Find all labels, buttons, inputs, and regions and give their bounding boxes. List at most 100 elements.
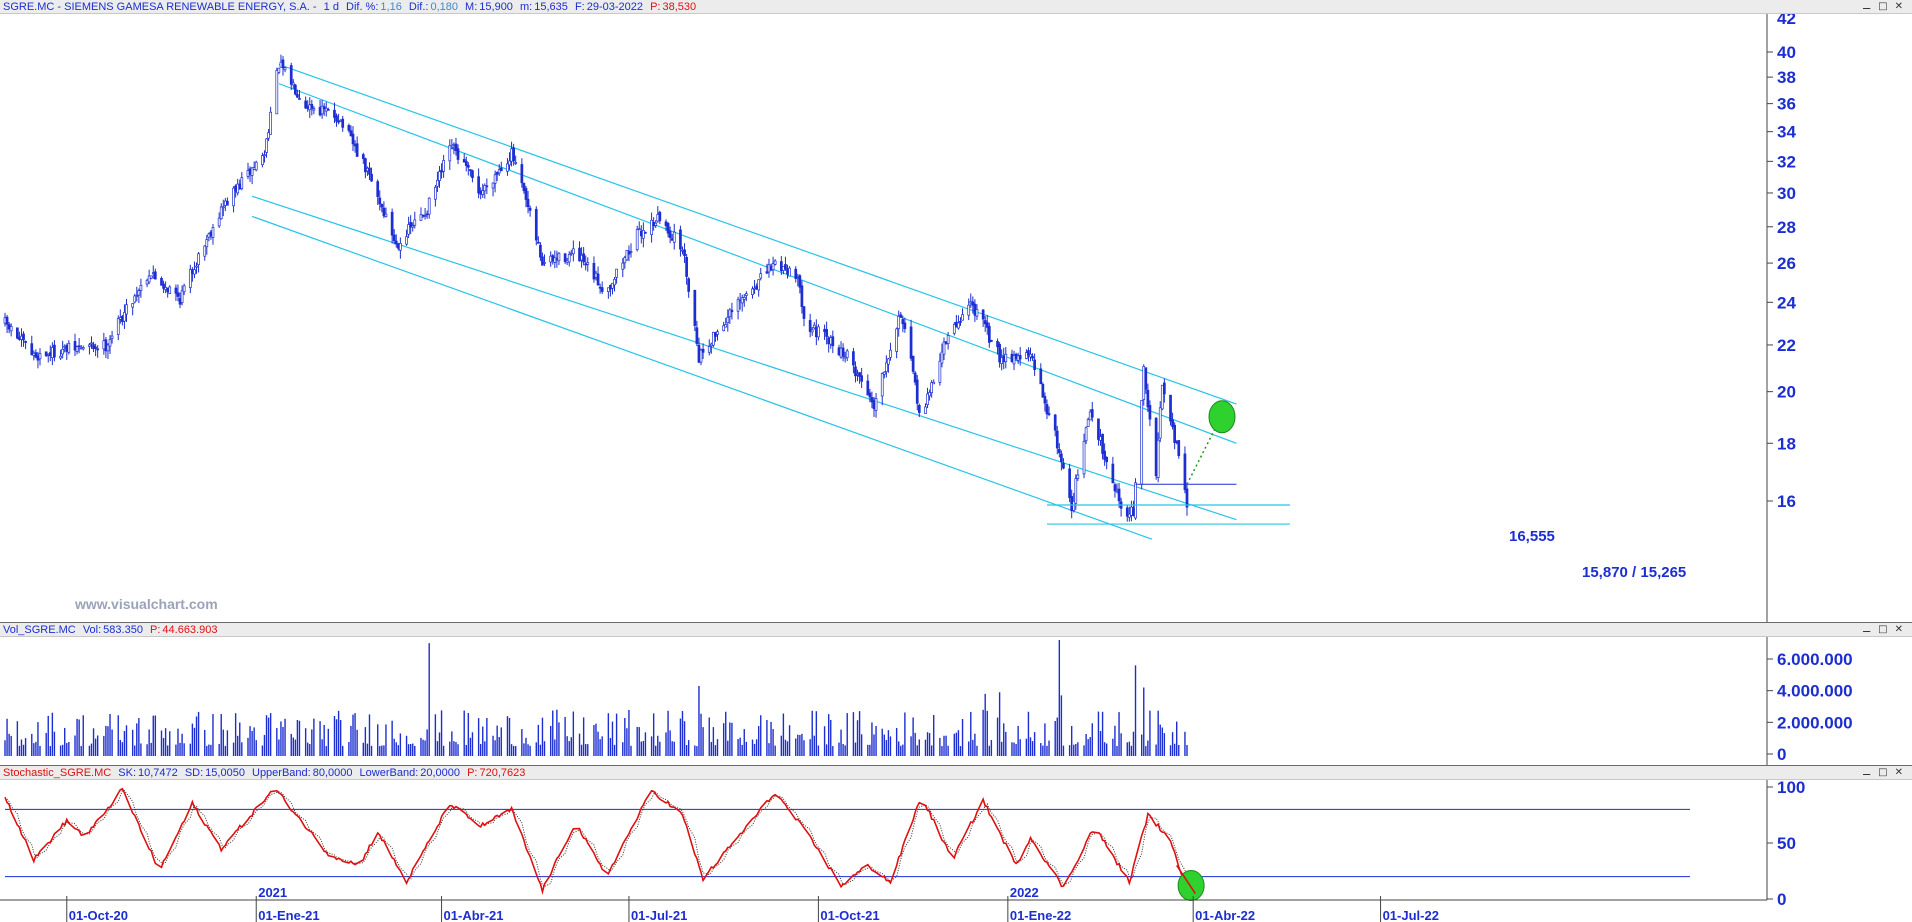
x-tick-label: 01-Ene-22 [1010, 908, 1071, 922]
candle-body [413, 219, 417, 226]
restore-icon[interactable]: □ [1878, 624, 1891, 635]
candle-body [615, 268, 618, 278]
candle-body [1169, 394, 1172, 422]
candle-body [685, 257, 688, 277]
x-tick-label: 01-Jul-21 [631, 908, 687, 922]
candle-body [205, 239, 209, 248]
minimize-icon[interactable]: ⚊ [1862, 767, 1875, 778]
candle-body [952, 324, 956, 334]
price-tick-label: 40 [1777, 43, 1796, 62]
candle-body [320, 105, 324, 115]
candle-body [1074, 478, 1078, 504]
candle-body [773, 260, 777, 265]
candle-body [1031, 356, 1034, 359]
candle-body [654, 222, 658, 226]
close-icon[interactable]: ✕ [1894, 767, 1906, 778]
volume-chart[interactable]: 0 2.000.000 4.000.000 6.000.000 [0, 637, 1912, 765]
volume-panel-header: Vol_SGRE.MC Vol: 583.350 P: 44.663.903 ⚊ □ ✕ [0, 623, 1912, 637]
candle-body [44, 351, 48, 357]
candle-body [491, 182, 495, 189]
candle-body [396, 243, 400, 249]
candle-body [652, 222, 656, 227]
candle-body [798, 275, 802, 288]
candle-body [131, 303, 135, 308]
volume-bars [4, 640, 1188, 756]
candle-body [563, 253, 567, 262]
candle-body [940, 351, 944, 364]
close-icon[interactable]: ✕ [1894, 1, 1906, 12]
resistance-label: 16,555 [1509, 528, 1555, 545]
candle-body [405, 236, 408, 245]
candle-body [65, 345, 69, 352]
restore-icon[interactable]: □ [1878, 1, 1891, 12]
candle-body [726, 316, 730, 324]
candle-body [188, 269, 192, 288]
candle-body [366, 167, 369, 172]
candle-body [1156, 439, 1160, 478]
projection-arrow [1186, 426, 1217, 485]
candle-body [102, 340, 106, 350]
stoch-tick-label: 50 [1777, 834, 1796, 853]
volume-tick-label: 2.000.000 [1777, 713, 1853, 732]
candle-body [926, 393, 929, 406]
dif-label: Dif.: [408, 1, 429, 13]
candle-body [724, 324, 728, 328]
candle-body [277, 67, 281, 73]
candle-body [370, 173, 373, 182]
candle-body [644, 231, 647, 234]
price-tick-label: 18 [1777, 434, 1796, 453]
candle-body [149, 275, 153, 279]
candle-body [679, 229, 682, 250]
candle-body [1018, 355, 1022, 360]
candle-body [534, 208, 538, 241]
candle-body [248, 168, 252, 175]
candle-body [94, 346, 97, 349]
candle-body [267, 132, 270, 139]
candle-body [569, 252, 573, 255]
candle-body [901, 319, 905, 325]
vol-p-value: 44.663.903 [162, 624, 218, 636]
candle-body [714, 332, 717, 337]
candle-body [1012, 355, 1016, 365]
candle-body [454, 143, 458, 151]
candle-body [586, 262, 590, 265]
candle-body [166, 287, 170, 293]
candle-body [174, 287, 178, 294]
candle-body [1105, 456, 1109, 463]
x-tick-label: 01-Jul-22 [1383, 908, 1439, 922]
price-chart[interactable]: 16 18 20 22 24 26 28 30 32 34 36 38 40 42 www.visualc… [0, 14, 1912, 622]
candle-body [506, 163, 509, 172]
candle-body [895, 328, 898, 352]
candle-body [493, 174, 497, 184]
minimize-icon[interactable]: ⚊ [1862, 624, 1875, 635]
channel-line [251, 195, 1237, 521]
candle-body [178, 298, 182, 305]
candle-body [1025, 352, 1028, 359]
volume-window-buttons: ⚊ □ ✕ [1862, 623, 1910, 637]
candle-body [1148, 404, 1152, 420]
candle-body [81, 347, 85, 350]
candle-body [9, 326, 13, 332]
candle-body [263, 154, 266, 156]
candle-body [182, 285, 186, 293]
candle-body [759, 273, 763, 279]
candle-body [176, 292, 180, 297]
candle-body [407, 224, 410, 235]
candle-body [990, 339, 993, 342]
candle-body [137, 290, 141, 296]
candle-body [466, 164, 470, 168]
candle-body [419, 214, 423, 221]
candle-body [1057, 448, 1061, 454]
restore-icon[interactable]: □ [1878, 767, 1891, 778]
candle-body [1090, 409, 1094, 418]
candle-body [335, 115, 338, 122]
support-label: 15,870 / 15,265 [1582, 564, 1686, 581]
candle-body [709, 343, 713, 347]
candle-body [1045, 404, 1049, 415]
candle-body [670, 238, 674, 241]
candle-body [600, 287, 604, 292]
candle-body [642, 229, 645, 239]
close-icon[interactable]: ✕ [1894, 624, 1906, 635]
stochastic-chart[interactable]: 0 50 100 01-Oct-20 01-Ene-21 01-Abr-21 01-Jul… [0, 780, 1912, 922]
minimize-icon[interactable]: ⚊ [1862, 1, 1875, 12]
